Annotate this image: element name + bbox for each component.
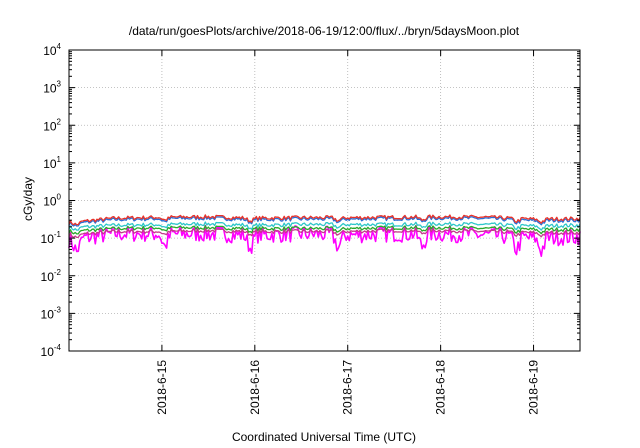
y-tick-label: 104 xyxy=(43,42,61,58)
y-tick-label-exponent: 1 xyxy=(57,155,62,164)
y-tick-label-exponent: -1 xyxy=(54,230,62,239)
y-tick-label-exponent: -4 xyxy=(54,343,62,352)
y-tick-label-base: 10 xyxy=(41,270,55,284)
y-axis-label: cGy/day xyxy=(21,177,35,221)
x-tick-label: 2018-6-17 xyxy=(341,360,355,415)
y-tick-label-base: 10 xyxy=(41,232,55,246)
x-tick-labels: 2018-6-15 2018-6-16 2018-6-17 2018-6-18 2018… xyxy=(155,360,541,415)
series-line xyxy=(68,214,581,226)
y-tick-label-base: 10 xyxy=(43,195,57,209)
y-tick-label-base: 10 xyxy=(41,307,55,321)
x-tick-label: 2018-6-18 xyxy=(434,360,448,415)
x-tick-label: 2018-6-15 xyxy=(155,360,169,415)
y-tick-label-base: 10 xyxy=(43,157,57,171)
y-tick-label-exponent: 3 xyxy=(57,80,62,89)
y-tick-label-exponent: 2 xyxy=(57,117,62,126)
y-tick-label: 101 xyxy=(43,155,61,171)
grid-lines xyxy=(69,50,580,351)
y-tick-label: 10-4 xyxy=(41,343,62,359)
series-line xyxy=(68,227,581,239)
y-tick-label-exponent: 4 xyxy=(57,42,62,51)
chart-title: /data/run/goesPlots/archive/2018-06-19/1… xyxy=(129,24,520,38)
y-tick-label: 102 xyxy=(43,117,61,133)
series-line xyxy=(68,221,581,231)
y-tick-label: 103 xyxy=(43,80,61,96)
y-tick-label-exponent: -2 xyxy=(54,268,62,277)
series-line xyxy=(68,215,581,227)
series-line xyxy=(68,225,581,235)
y-tick-label-exponent: -3 xyxy=(54,305,62,314)
x-axis-label: Coordinated Universal Time (UTC) xyxy=(232,430,416,444)
y-tick-label: 10-3 xyxy=(41,305,62,321)
y-tick-label-base: 10 xyxy=(43,44,57,58)
tick-marks xyxy=(69,49,580,352)
y-tick-label-base: 10 xyxy=(41,345,55,359)
y-tick-label: 100 xyxy=(43,193,61,209)
y-tick-label: 10-2 xyxy=(41,268,62,284)
y-tick-label-exponent: 0 xyxy=(57,193,62,202)
y-tick-label-base: 10 xyxy=(43,82,57,96)
series-layer xyxy=(68,214,581,257)
y-tick-label-base: 10 xyxy=(43,119,57,133)
y-tick-label: 10-1 xyxy=(41,230,62,246)
x-tick-label: 2018-6-16 xyxy=(248,360,262,415)
x-tick-label: 2018-6-19 xyxy=(527,360,541,415)
